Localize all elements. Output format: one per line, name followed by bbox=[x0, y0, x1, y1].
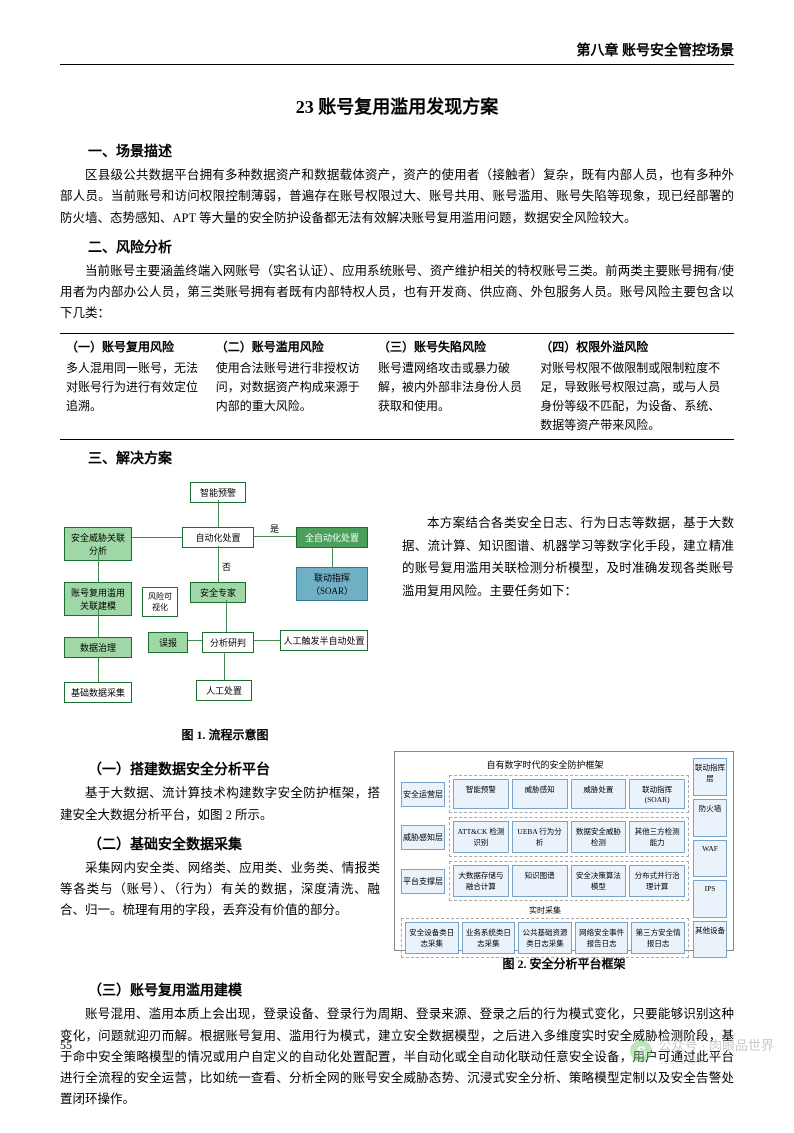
arch-r2c1: ATT&CK 检测识别 bbox=[453, 821, 509, 853]
risk-body-2: 使用合法账号进行非授权访问，对数据资产构成来源于内部的重大风险。 bbox=[216, 359, 366, 417]
arch-b2: 业务系统类日志采集 bbox=[462, 922, 516, 954]
watermark-icon: S bbox=[630, 1040, 652, 1062]
arch-wrap: 自有数字时代的安全防护框架 安全运营层 智能预警 威胁感知 威胁处置 联动指挥(… bbox=[394, 751, 734, 972]
arch-r1c1: 智能预警 bbox=[453, 779, 509, 809]
arch-side-2: WAF bbox=[693, 840, 727, 878]
flowchart-wrap: 基础数据采集 数据治理 账号复用滥用关联建模 安全威胁关联分析 智能预警 自动化… bbox=[60, 472, 390, 743]
watermark: S 公众号 · 肉眼品世界 51CTO博客 bbox=[630, 1035, 774, 1067]
arch-row2-label: 威胁感知层 bbox=[401, 825, 445, 850]
sub2-body: 采集网内安全类、网络类、应用类、业务类、情报类等各类与（账号）、（行为）有关的数… bbox=[60, 858, 380, 922]
fc-node-judge: 分析研判 bbox=[202, 632, 254, 653]
page-number: 55 bbox=[60, 1038, 72, 1053]
arch-side-1: 防火墙 bbox=[693, 799, 727, 837]
risk-head-2: （二）账号滥用风险 bbox=[216, 338, 366, 357]
fc-node-vis: 风险可视化 bbox=[142, 587, 178, 617]
arch-row3-label: 平台支撑层 bbox=[401, 869, 445, 894]
sub2-head: （二）基础安全数据采集 bbox=[60, 834, 380, 854]
solution-desc: 本方案结合各类安全日志、行为日志等数据，基于大数据、流计算、知识图谱、机器学习等… bbox=[402, 472, 734, 602]
section-scene-head: 一、场景描述 bbox=[60, 141, 734, 161]
fc-label-no: 否 bbox=[222, 560, 231, 573]
arch-r1c4: 联动指挥(SOAR) bbox=[629, 779, 685, 809]
risk-body-4: 对账号权限不做限制或限制粒度不足，导致账号权限过高，或与人员身份等级不匹配，为设… bbox=[540, 359, 728, 436]
fc-node-semi: 人工触发半自动处置 bbox=[280, 630, 368, 651]
arch-r3c4: 分布式并行治理计算 bbox=[629, 865, 685, 897]
arch-r2c4: 其他三方检测能力 bbox=[629, 821, 685, 853]
arch-side-label: 联动指挥层 bbox=[693, 758, 727, 796]
arch-r3c1: 大数据存储与融合计算 bbox=[453, 865, 509, 897]
flowchart-caption: 图 1. 流程示意图 bbox=[60, 726, 390, 743]
sub3-head: （三）账号复用滥用建模 bbox=[60, 980, 734, 1000]
arch-r1c2: 威胁感知 bbox=[512, 779, 568, 809]
section-scene-body: 区县级公共数据平台拥有多种数据资产和数据载体资产，资产的使用者（接触者）复杂，既… bbox=[60, 165, 734, 229]
risk-body-1: 多人混用同一账号，无法对账号行为进行有效定位追溯。 bbox=[66, 359, 204, 417]
arch-r3c2: 知识图谱 bbox=[512, 865, 568, 897]
risk-head-4: （四）权限外溢风险 bbox=[540, 338, 728, 357]
architecture-diagram: 自有数字时代的安全防护框架 安全运营层 智能预警 威胁感知 威胁处置 联动指挥(… bbox=[394, 751, 734, 951]
arch-b5: 第三方安全情报日志 bbox=[631, 922, 685, 954]
arch-b3: 公共基础资源类日志采集 bbox=[518, 922, 572, 954]
arch-title: 自有数字时代的安全防护框架 bbox=[401, 758, 689, 771]
page-title: 23 账号复用滥用发现方案 bbox=[60, 93, 734, 119]
arch-side-4: 其他设备 bbox=[693, 921, 727, 959]
risk-head-3: （三）账号失陷风险 bbox=[378, 338, 528, 357]
sub1-body: 基于大数据、流计算技术构建数字安全防护框架，搭建安全大数据分析平台，如图 2 所… bbox=[60, 783, 380, 826]
arch-r2c2: UEBA 行为分析 bbox=[512, 821, 568, 853]
chapter-header: 第八章 账号安全管控场景 bbox=[60, 40, 734, 65]
section-risk-intro: 当前账号主要涵盖终端入网账号（实名认证）、应用系统账号、资产维护相关的特权账号三… bbox=[60, 261, 734, 325]
section-risk-head: 二、风险分析 bbox=[60, 237, 734, 257]
fc-node-fullauto: 全自动化处置 bbox=[296, 527, 368, 548]
watermark-sub: 51CTO博客 bbox=[658, 1054, 774, 1067]
sub1-head: （一）搭建数据安全分析平台 bbox=[60, 759, 380, 779]
arch-r2c3: 数据安全威胁检测 bbox=[571, 821, 627, 853]
arch-bottom-label: 实时采集 bbox=[401, 905, 689, 916]
watermark-label: 公众号 · 肉眼品世界 bbox=[658, 1035, 774, 1054]
fc-node-auto: 自动化处置 bbox=[182, 527, 254, 548]
fc-node-soar: 联动指挥（SOAR） bbox=[296, 567, 368, 601]
arch-row1-label: 安全运营层 bbox=[401, 782, 445, 807]
fc-node-data-gov: 数据治理 bbox=[64, 637, 132, 658]
fc-node-false: 误报 bbox=[148, 632, 188, 653]
arch-b1: 安全设备类日志采集 bbox=[405, 922, 459, 954]
fc-node-expert: 安全专家 bbox=[190, 582, 246, 603]
flowchart: 基础数据采集 数据治理 账号复用滥用关联建模 安全威胁关联分析 智能预警 自动化… bbox=[60, 472, 390, 722]
arch-r1c3: 威胁处置 bbox=[571, 779, 627, 809]
risk-body-3: 账号遭网络攻击或暴力破解，被内外部非法身份人员获取和使用。 bbox=[378, 359, 528, 417]
fc-node-basic-collect: 基础数据采集 bbox=[64, 682, 132, 703]
fc-label-yes: 是 bbox=[270, 522, 279, 535]
section-solution-head: 三、解决方案 bbox=[60, 448, 734, 468]
arch-r3c3: 安全决策算法模型 bbox=[571, 865, 627, 897]
risk-table: （一）账号复用风险 多人混用同一账号，无法对账号行为进行有效定位追溯。 （二）账… bbox=[60, 333, 734, 441]
fc-node-manual: 人工处置 bbox=[196, 680, 252, 701]
risk-head-1: （一）账号复用风险 bbox=[66, 338, 204, 357]
arch-b4: 网络安全事件报告日志 bbox=[575, 922, 629, 954]
arch-side-3: IPS bbox=[693, 880, 727, 918]
